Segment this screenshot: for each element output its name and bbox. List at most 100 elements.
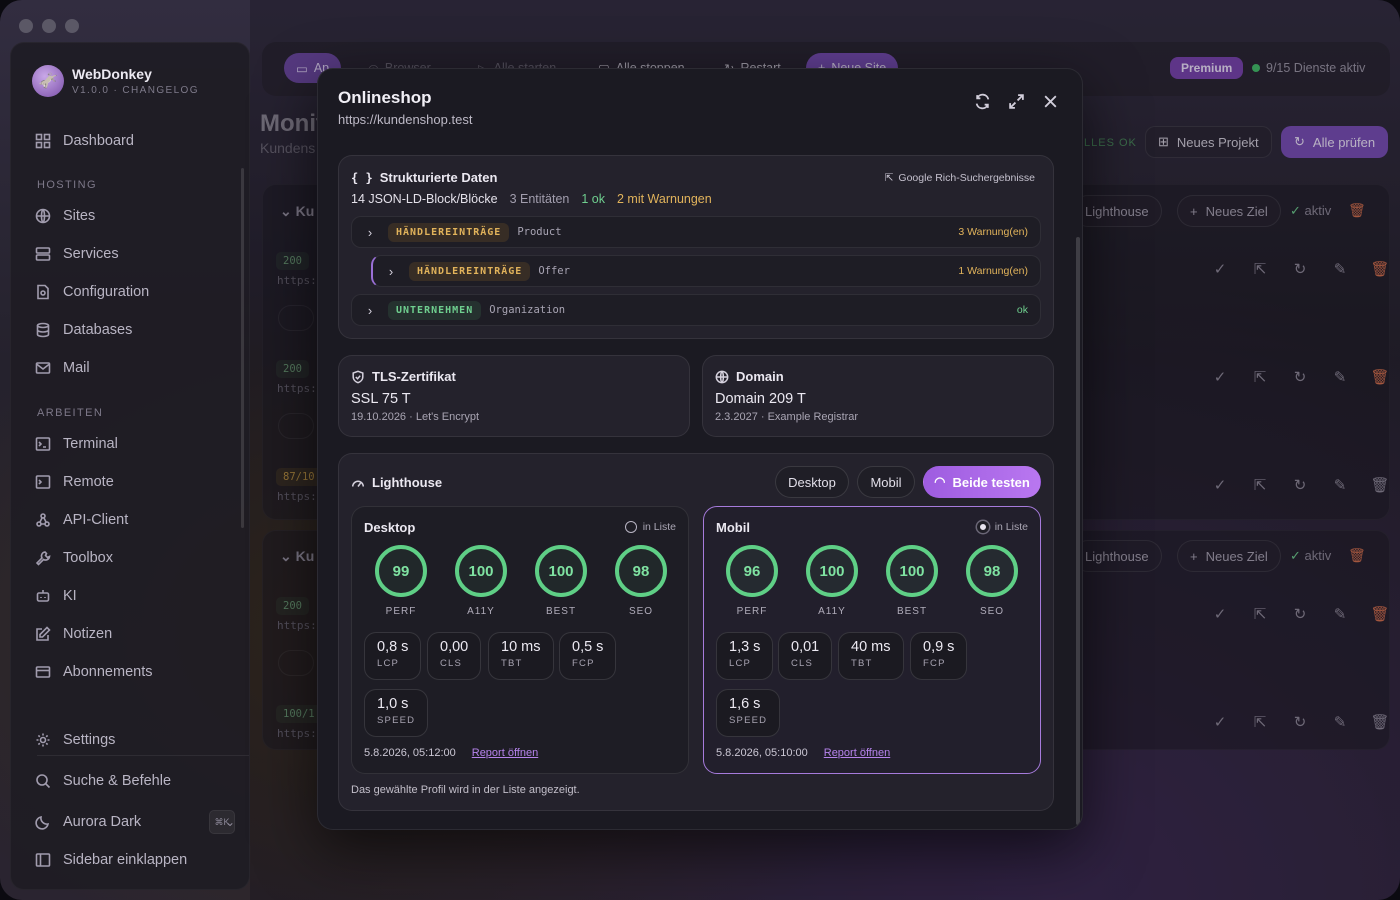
test-desktop-button[interactable]: Desktop xyxy=(775,466,849,498)
lighthouse-mini-button[interactable] xyxy=(278,305,314,331)
sidebar-item-label: Sidebar einklappen xyxy=(63,852,188,868)
lighthouse-profile-desktop[interactable]: Desktop in Liste 99 PERF 100 A11Y 100 BEST … xyxy=(351,506,689,774)
app-version[interactable]: V1.0.0 · CHANGELOG xyxy=(72,85,199,96)
trash-icon[interactable]: 🗑 xyxy=(1348,547,1366,563)
metric-speed: 1,0 s SPEED xyxy=(364,689,429,737)
trash-icon[interactable]: 🗑 xyxy=(1370,477,1390,494)
external-link-icon[interactable]: ⇱ xyxy=(1253,714,1267,731)
check-icon[interactable]: ✓ xyxy=(1213,714,1227,731)
new-target-button[interactable]: + Neues Ziel xyxy=(1177,540,1281,572)
site-url[interactable]: https: xyxy=(277,619,317,632)
ok-count: 1 ok xyxy=(581,192,605,206)
sidebar-item-api-client[interactable]: API-Client xyxy=(35,509,128,531)
webhook-icon xyxy=(36,513,50,527)
check-icon[interactable]: ✓ xyxy=(1213,606,1227,623)
sidebar-collapse-button[interactable]: Sidebar einklappen xyxy=(35,849,187,871)
external-link-icon[interactable]: ⇱ xyxy=(1253,369,1267,386)
site-url[interactable]: https: xyxy=(277,382,317,395)
sidebar-item-label: Toolbox xyxy=(63,550,113,566)
lighthouse-mini-button[interactable] xyxy=(278,413,314,439)
status-badge: 200 xyxy=(276,360,309,378)
site-url[interactable]: https: xyxy=(277,727,317,740)
sidebar-item-databases[interactable]: Databases xyxy=(35,319,132,341)
sidebar-item-dashboard[interactable]: Dashboard xyxy=(35,130,134,152)
external-link-icon[interactable]: ⇱ xyxy=(1253,606,1267,623)
sidebar-item-terminal[interactable]: Terminal xyxy=(35,433,118,455)
check-all-button[interactable]: ↻ Alle prüfen xyxy=(1281,126,1389,158)
check-icon[interactable]: ✓ xyxy=(1213,261,1227,278)
refresh-icon[interactable]: ↻ xyxy=(1293,714,1307,731)
active-toggle[interactable]: ✓ aktiv xyxy=(1290,203,1332,218)
group-header[interactable]: ⌄ Ku xyxy=(280,548,315,564)
structured-entry-row[interactable]: › UNTERNEHMEN Organization ok xyxy=(351,294,1041,326)
structured-data-panel: { } Strukturierte Daten ⇱ Google Rich-Suc… xyxy=(338,155,1054,339)
trash-icon[interactable]: 🗑 xyxy=(1370,261,1390,278)
refresh-icon[interactable]: ↻ xyxy=(1293,369,1307,386)
site-url[interactable]: https: xyxy=(277,274,317,287)
pencil-icon[interactable]: ✎ xyxy=(1333,261,1347,278)
active-toggle[interactable]: ✓ aktiv xyxy=(1290,548,1332,563)
check-icon[interactable]: ✓ xyxy=(1213,477,1227,494)
in-list-radio[interactable]: in Liste xyxy=(976,521,1028,533)
shield-check-icon xyxy=(352,370,364,383)
report-date: 5.8.2026, 05:10:00 xyxy=(716,747,808,759)
close-button[interactable] xyxy=(1040,91,1060,111)
refresh-button[interactable] xyxy=(972,91,992,111)
group-header[interactable]: ⌄ Ku xyxy=(280,203,315,219)
entry-type: Product xyxy=(517,226,562,238)
pencil-icon[interactable]: ✎ xyxy=(1333,369,1347,386)
trash-icon[interactable]: 🗑 xyxy=(1370,369,1390,386)
lighthouse-profile-mobile[interactable]: Mobil in Liste 96 PERF 100 A11Y 100 BEST 98… xyxy=(703,506,1041,774)
zoom-window-button[interactable] xyxy=(65,19,79,33)
sidebar-item-toolbox[interactable]: Toolbox xyxy=(35,547,113,569)
sidebar-item-notizen[interactable]: Notizen xyxy=(35,623,112,645)
external-link-icon[interactable]: ⇱ xyxy=(1253,477,1267,494)
sidebar-item-configuration[interactable]: Configuration xyxy=(35,281,149,303)
pencil-icon[interactable]: ✎ xyxy=(1333,477,1347,494)
modal-scrollbar[interactable] xyxy=(1076,237,1080,825)
site-url[interactable]: https: xyxy=(277,490,317,503)
score-accessibility: 100 A11Y xyxy=(806,545,858,617)
open-report-link[interactable]: Report öffnen xyxy=(471,747,539,759)
sidebar-item-mail[interactable]: Mail xyxy=(35,357,90,379)
test-mobile-button[interactable]: Mobil xyxy=(857,466,915,498)
sidebar-item-label: Dashboard xyxy=(63,133,134,149)
sidebar-item-services[interactable]: Services xyxy=(35,243,119,265)
new-target-button[interactable]: + Neues Ziel xyxy=(1177,195,1281,227)
pencil-icon[interactable]: ✎ xyxy=(1333,606,1347,623)
pencil-icon[interactable]: ✎ xyxy=(1333,714,1347,731)
trash-icon[interactable]: 🗑 xyxy=(1348,202,1366,218)
sidebar-item-sites[interactable]: Sites xyxy=(35,205,95,227)
refresh-icon[interactable]: ↻ xyxy=(1293,477,1307,494)
minimize-window-button[interactable] xyxy=(42,19,56,33)
structured-entry-row[interactable]: › HÄNDLEREINTRÄGE Offer 1 Warnung(en) xyxy=(371,255,1041,287)
brand[interactable]: 🫏 WebDonkey V1.0.0 · CHANGELOG xyxy=(32,65,199,97)
structured-entry-row[interactable]: › HÄNDLEREINTRÄGE Product 3 Warnung(en) xyxy=(351,216,1041,248)
in-list-radio[interactable]: in Liste xyxy=(624,521,676,533)
refresh-icon[interactable]: ↻ xyxy=(1293,261,1307,278)
expand-button[interactable] xyxy=(1006,91,1026,111)
test-both-button[interactable]: ◠ Beide testen xyxy=(923,466,1041,498)
sidebar-scrollbar[interactable] xyxy=(241,168,244,528)
check-icon[interactable]: ✓ xyxy=(1213,369,1227,386)
external-link-icon[interactable]: ⇱ xyxy=(1253,261,1267,278)
trash-icon[interactable]: 🗑 xyxy=(1370,606,1390,623)
sidebar-item-label: Databases xyxy=(63,322,133,338)
theme-selector[interactable]: Aurora Dark ⌄ xyxy=(35,811,235,833)
close-window-button[interactable] xyxy=(19,19,33,33)
google-rich-results-link[interactable]: ⇱ Google Rich-Suchergebnisse xyxy=(884,172,1035,184)
sidebar-item-remote[interactable]: Remote xyxy=(35,471,114,493)
refresh-icon[interactable]: ↻ xyxy=(1293,606,1307,623)
new-project-button[interactable]: ⊞ Neues Projekt xyxy=(1145,126,1272,158)
modal-url[interactable]: https://kundenshop.test xyxy=(338,112,473,127)
all-ok-badge: LLES OK xyxy=(1084,137,1137,149)
sidebar-item-ki[interactable]: KI xyxy=(35,585,77,607)
sidebar-item-abonnements[interactable]: Abonnements xyxy=(35,661,152,683)
chevron-right-icon: › xyxy=(367,224,373,240)
sidebar-item-search[interactable]: Suche & Befehle xyxy=(35,770,171,792)
open-report-link[interactable]: Report öffnen xyxy=(823,747,891,759)
sidebar-item-settings[interactable]: Settings xyxy=(35,729,115,751)
trash-icon[interactable]: 🗑 xyxy=(1370,714,1390,731)
lighthouse-mini-button[interactable] xyxy=(278,650,314,676)
sidebar-item-label: Terminal xyxy=(63,436,118,452)
